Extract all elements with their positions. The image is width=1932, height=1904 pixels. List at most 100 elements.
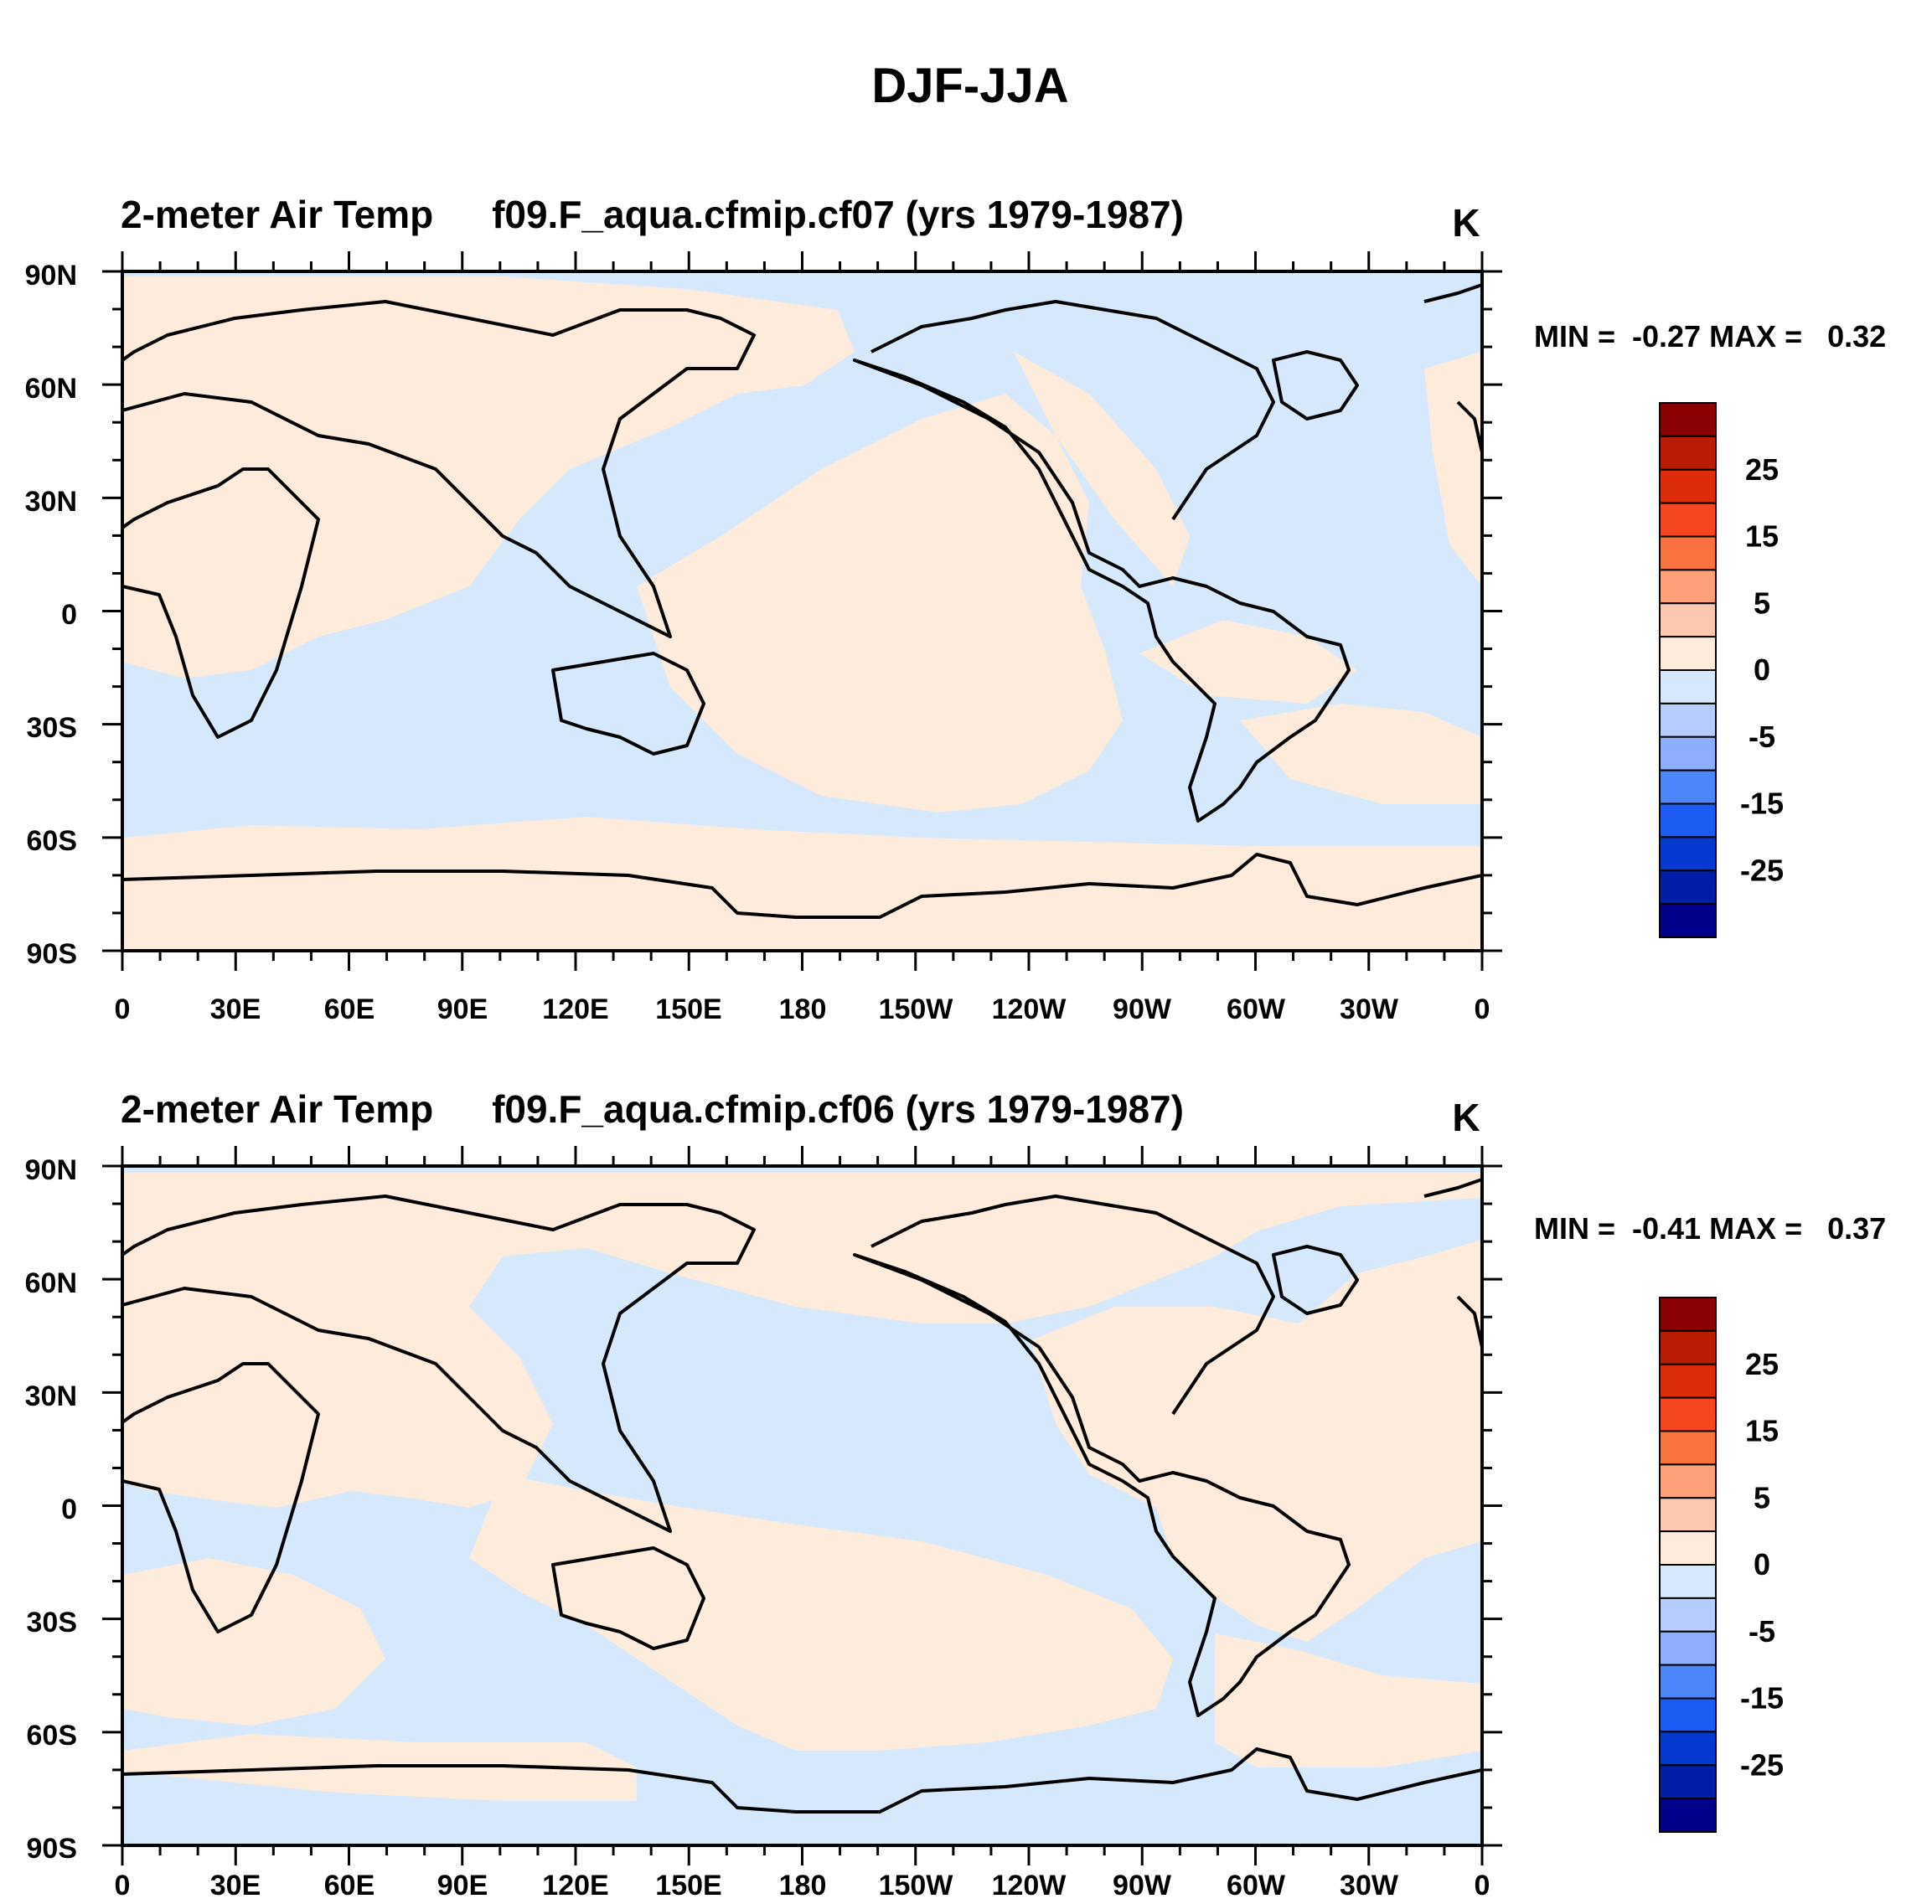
colorbar-swatch (1659, 602, 1717, 638)
colorbar-tick-label: 25 (1745, 1347, 1779, 1381)
lon-tick-label: 150W (879, 1870, 954, 1901)
lon-tick-label: 0 (115, 993, 131, 1025)
panel-center-title: f09.F_aqua.cfmip.cf07 (yrs 1979-1987) (492, 193, 1184, 236)
lon-tick-label: 90E (437, 1870, 488, 1901)
lon-tick-label: 0 (1475, 1870, 1490, 1901)
lon-tick-label: 30W (1340, 993, 1399, 1025)
coastline (122, 1362, 320, 1633)
panel-left-title: 2-meter Air Temp (121, 1087, 433, 1131)
lat-tick-label: 90S (27, 938, 78, 970)
lon-tick-label: 0 (1475, 993, 1490, 1025)
colorbar-swatch (1659, 1564, 1717, 1599)
colorbar-swatch (1659, 1396, 1717, 1432)
colorbar-swatch (1659, 1463, 1717, 1499)
positive-region (637, 394, 1123, 813)
lon-tick-label: 60W (1227, 1870, 1286, 1901)
lat-tick-label: 30N (25, 486, 77, 518)
colorbar-swatch (1659, 535, 1717, 571)
lon-tick-label: 90E (437, 993, 488, 1025)
colorbar-tick-label: 25 (1745, 452, 1779, 487)
colorbar-swatch (1659, 402, 1717, 437)
figure-title: DJF-JJA (871, 59, 1068, 113)
colorbar-tick-label: -25 (1740, 1747, 1784, 1782)
colorbar-swatch (1659, 836, 1717, 872)
positive-region (1031, 1240, 1482, 1642)
colorbar-swatch (1659, 1297, 1717, 1332)
colorbar: 25 15 5 0 -5 -15 -25 (1659, 1297, 1784, 1833)
lon-axis-labels: 0 30E 60E 90E 120E 150E 180 150W 120W 90… (115, 1870, 1490, 1901)
colorbar-tick-label: -15 (1740, 787, 1784, 821)
colorbar-tick-label: 5 (1754, 1480, 1770, 1514)
lat-tick-label: 60N (25, 1267, 77, 1299)
lon-tick-label: 90W (1113, 993, 1172, 1025)
positive-region (122, 1173, 1482, 1508)
panel-units: K (1452, 1096, 1480, 1139)
map-field (122, 271, 1482, 951)
colorbar-swatch (1659, 1764, 1717, 1800)
lat-tick-label: 60S (27, 825, 78, 857)
coastline (1423, 1178, 1482, 1198)
lat-tick-label: 0 (61, 1494, 77, 1525)
lon-tick-label: 150E (655, 1870, 721, 1901)
lat-tick-label: 90S (27, 1833, 78, 1865)
colorbar-swatch (1659, 702, 1717, 738)
colorbar-swatch (1659, 1731, 1717, 1767)
colorbar-swatch (1659, 1329, 1717, 1365)
coastline (1272, 350, 1359, 421)
positive-region (122, 1558, 385, 1726)
colorbar-tick-label: 0 (1754, 1547, 1770, 1582)
colorbar-swatch (1659, 802, 1717, 838)
positive-anomaly-regions (122, 1173, 1482, 1801)
lon-tick-label: 30E (210, 1870, 261, 1901)
positive-region (122, 817, 1482, 951)
lon-tick-label: 30W (1340, 1870, 1399, 1901)
colorbar-swatch (1659, 903, 1717, 938)
lat-tick-label: 90N (25, 260, 77, 292)
coastline (122, 300, 756, 638)
lon-tick-label: 90W (1113, 1870, 1172, 1901)
colorbar-swatch (1659, 1430, 1717, 1466)
lon-tick-label: 120W (992, 993, 1067, 1025)
positive-region (122, 452, 285, 620)
lat-tick-label: 90N (25, 1154, 77, 1186)
coastline (1423, 283, 1482, 303)
lat-tick-label: 0 (61, 599, 77, 631)
coastline (122, 467, 320, 739)
colorbar-tick-label: 0 (1754, 653, 1770, 687)
lat-tick-label: 60N (25, 373, 77, 405)
colorbar-swatch (1659, 769, 1717, 805)
positive-region (469, 1474, 1173, 1751)
lon-tick-label: 180 (779, 993, 827, 1025)
colorbar-swatch (1659, 1530, 1717, 1566)
colorbar-tick-label: 15 (1745, 1414, 1779, 1448)
colorbar-swatch (1659, 869, 1717, 906)
coastline (870, 1195, 1275, 1416)
panel-units: K (1452, 201, 1480, 245)
coastline (122, 853, 1482, 919)
colorbar-tick-label: 15 (1745, 519, 1779, 554)
min-max-stats: MIN = -0.41 MAX = 0.37 (1534, 1211, 1886, 1246)
lat-tick-label: 30N (25, 1380, 77, 1412)
colorbar-swatch (1659, 435, 1717, 471)
lon-tick-label: 60E (324, 993, 375, 1025)
colorbar-swatch (1659, 735, 1717, 771)
coastline (1272, 1245, 1359, 1315)
colorbar-swatch (1659, 1630, 1717, 1666)
panel-center-title: f09.F_aqua.cfmip.cf06 (yrs 1979-1987) (492, 1087, 1184, 1131)
lon-tick-label: 150W (879, 993, 954, 1025)
colorbar-swatch (1659, 1664, 1717, 1700)
colorbar-tick-label: -15 (1740, 1681, 1784, 1716)
lat-axis-labels: 90N 60N 30N 0 30S 60S 90S (25, 1154, 77, 1865)
coastline (122, 1195, 756, 1533)
coastline (853, 1253, 1351, 1717)
coastlines (122, 1178, 1482, 1814)
coastline (870, 300, 1275, 521)
lon-tick-label: 120E (542, 993, 608, 1025)
colorbar-swatch (1659, 669, 1717, 704)
lon-tick-label: 180 (779, 1870, 827, 1901)
colorbar-swatch (1659, 1697, 1717, 1733)
min-max-stats: MIN = -0.27 MAX = 0.32 (1534, 319, 1886, 353)
panel-left-title: 2-meter Air Temp (121, 193, 433, 236)
lon-tick-label: 120E (542, 1870, 608, 1901)
